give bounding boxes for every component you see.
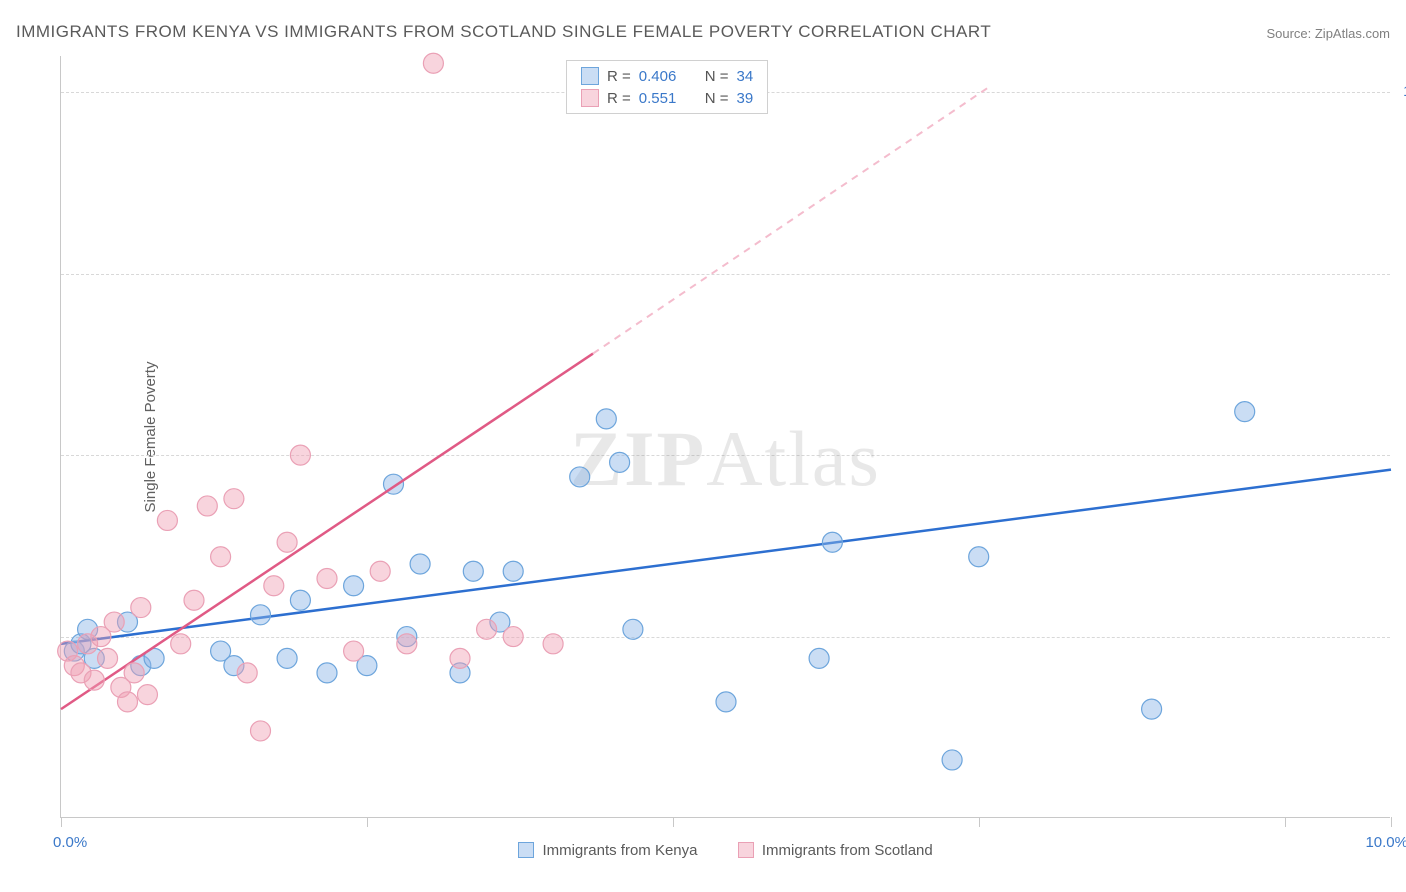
legend-row-scotland: R = 0.551 N = 39 bbox=[581, 87, 753, 109]
chart-title: IMMIGRANTS FROM KENYA VS IMMIGRANTS FROM… bbox=[16, 22, 991, 42]
x-tick bbox=[61, 817, 62, 827]
x-tick bbox=[1391, 817, 1392, 827]
swatch-icon bbox=[518, 842, 534, 858]
x-tick bbox=[673, 817, 674, 827]
swatch-icon bbox=[581, 67, 599, 85]
plot-area: Single Female Poverty 25.0%50.0%75.0%100… bbox=[60, 56, 1390, 818]
x-tick bbox=[979, 817, 980, 827]
series-legend: Immigrants from Kenya Immigrants from Sc… bbox=[61, 842, 1390, 859]
swatch-icon bbox=[581, 89, 599, 107]
x-tick bbox=[367, 817, 368, 827]
source-label: Source: ZipAtlas.com bbox=[1266, 26, 1390, 41]
swatch-icon bbox=[738, 842, 754, 858]
x-tick-max: 10.0% bbox=[1365, 834, 1406, 851]
scatter-svg bbox=[61, 56, 1390, 817]
x-tick-min: 0.0% bbox=[53, 834, 87, 851]
correlation-legend: R = 0.406 N = 34 R = 0.551 N = 39 bbox=[566, 60, 768, 114]
x-tick bbox=[1285, 817, 1286, 827]
legend-row-kenya: R = 0.406 N = 34 bbox=[581, 65, 753, 87]
